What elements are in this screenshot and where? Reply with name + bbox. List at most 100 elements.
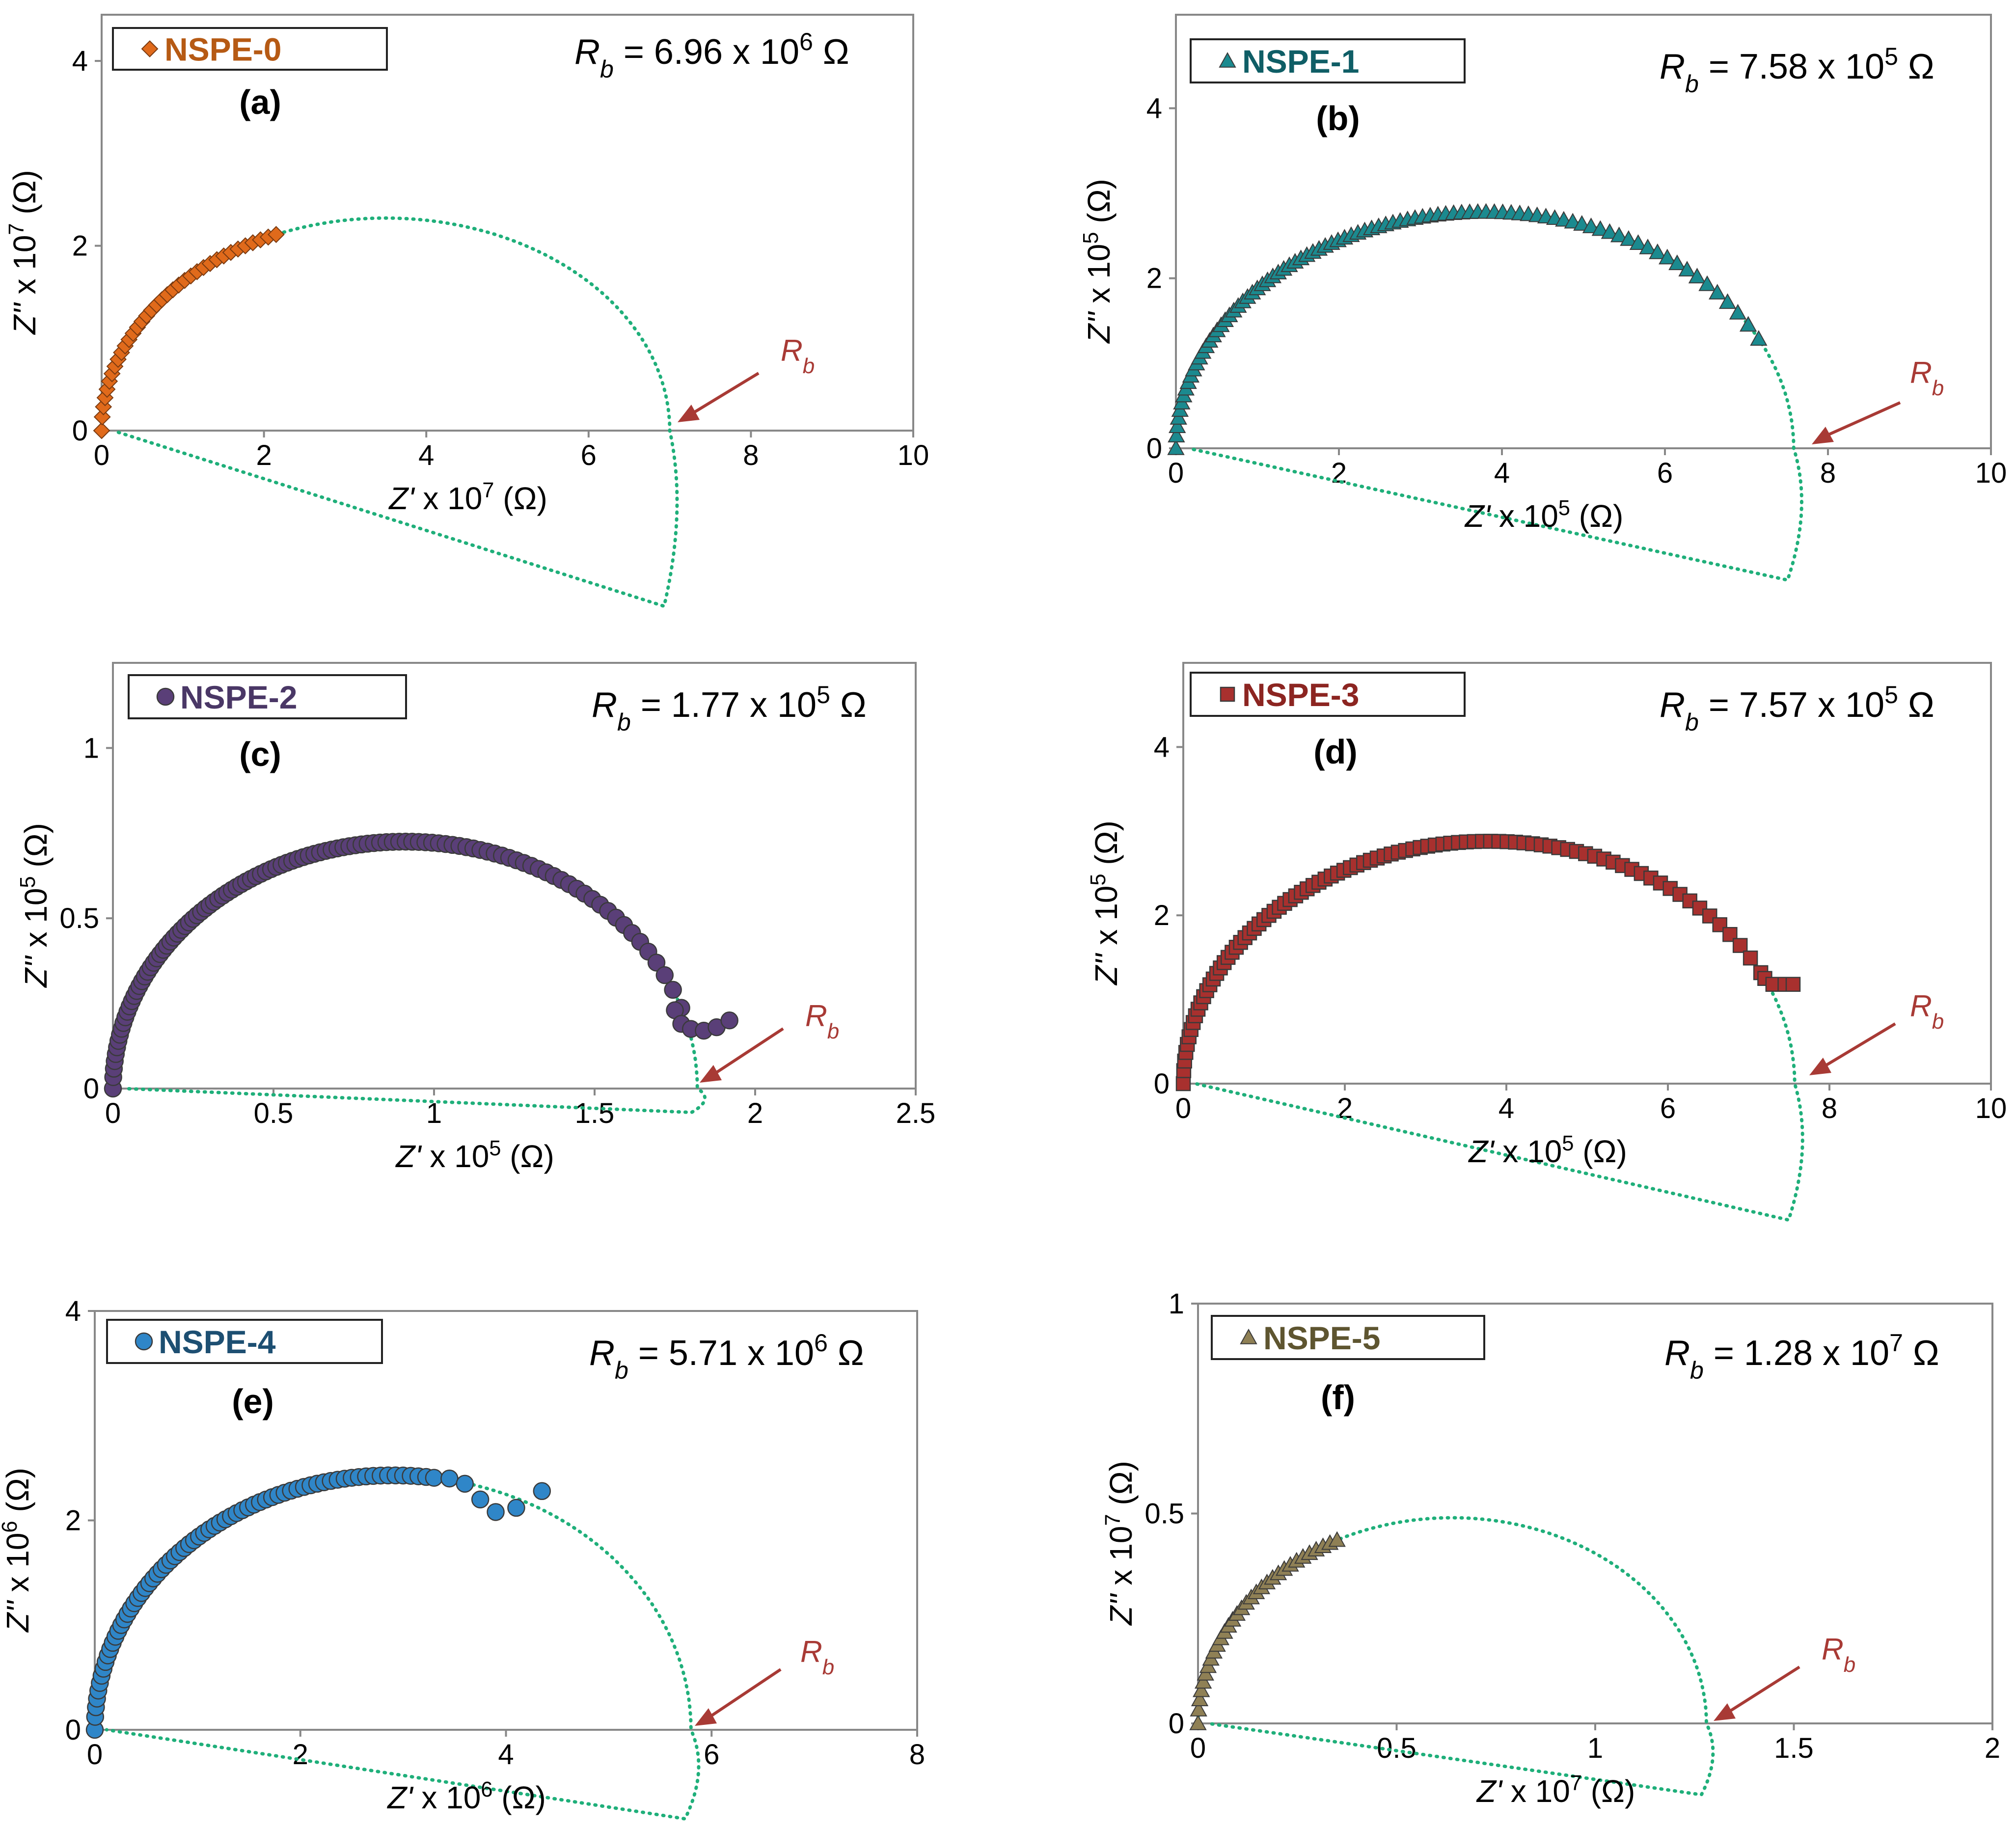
data-point (1591, 220, 1609, 236)
data-point (1170, 409, 1187, 425)
legend-label-e: NSPE-4 (159, 1324, 276, 1360)
y-tick-label: 4 (1154, 731, 1170, 763)
y-tick-label: 4 (72, 45, 88, 77)
x-axis-label-e: Z' x 106 (Ω) (386, 1778, 546, 1815)
x-tick-label: 2 (747, 1097, 763, 1129)
x-tick-label: 8 (1822, 1092, 1837, 1124)
rb-arrow-head (700, 1065, 722, 1083)
x-tick-label: 1.5 (1774, 1732, 1814, 1764)
x-tick-label: 1 (1587, 1732, 1603, 1764)
rb-arrow-a (691, 372, 760, 415)
y-axis-label-c: Z'' x 105 (Ω) (16, 823, 54, 988)
rb-arrow-head (1809, 1058, 1831, 1075)
data-point (1190, 1700, 1207, 1717)
data-point (1688, 268, 1706, 284)
x-tick-label: 8 (743, 439, 759, 471)
x-tick-label: 6 (704, 1739, 719, 1771)
data-series-e (85, 1466, 551, 1739)
legend-marker (1219, 52, 1236, 68)
y-tick-label: 0 (65, 1714, 81, 1746)
x-tick-label: 0 (1168, 457, 1184, 489)
data-point (1168, 427, 1185, 443)
rb-value-b: Rb = 7.58 x 105 Ω (1660, 43, 1934, 98)
x-tick-label: 6 (1660, 1092, 1676, 1124)
rb-annotation-d: Rb (1910, 989, 1944, 1034)
x-tick-label: 4 (1494, 457, 1510, 489)
rb-arrow-c (713, 1027, 784, 1075)
data-point (1610, 226, 1628, 243)
data-point (1709, 284, 1726, 300)
data-point (1175, 1076, 1191, 1091)
legend-label-b: NSPE-1 (1242, 43, 1359, 80)
data-point (1620, 230, 1637, 246)
data-series-a (93, 226, 285, 439)
x-tick-label: 0 (1175, 1092, 1191, 1124)
rb-annotation-f: Rb (1822, 1633, 1855, 1677)
data-point (93, 422, 110, 439)
y-tick-label: 2 (1154, 900, 1170, 931)
rb-arrow-head (678, 405, 700, 422)
legend-marker (156, 687, 175, 706)
x-tick-label: 2 (256, 439, 272, 471)
x-tick-label: 10 (898, 439, 929, 471)
panel-b: 0 2 4 6 8 10 0 2 4 Rb NSPE-1 (b) Rb = 7.58 x 105 Ω Z'… (1079, 14, 2007, 582)
data-point (1573, 215, 1591, 231)
data-point (655, 966, 674, 984)
fit-curve-c (111, 840, 707, 1115)
data-point (1191, 1691, 1209, 1706)
data-point (533, 1482, 551, 1501)
x-tick-label: 6 (581, 439, 597, 471)
y-tick-label: 0 (83, 1073, 99, 1105)
data-point (1739, 316, 1757, 332)
data-point (507, 1499, 525, 1517)
legend-marker (1220, 686, 1235, 702)
y-tick-label: 1 (1169, 1288, 1184, 1320)
x-axis-label-b: Z' x 105 (Ω) (1464, 496, 1624, 534)
rb-annotation-c: Rb (805, 999, 839, 1043)
data-point (1193, 1681, 1210, 1697)
rb-value-d: Rb = 7.57 x 105 Ω (1660, 681, 1934, 736)
rb-annotation-b: Rb (1910, 356, 1944, 400)
data-series-c (104, 832, 738, 1098)
data-point (647, 954, 666, 972)
panel-label-d: (d) (1313, 733, 1357, 771)
y-axis-label-e: Z'' x 106 (Ω) (0, 1468, 35, 1633)
y-axis-label-f: Z'' x 107 (Ω) (1101, 1461, 1139, 1626)
y-axis-label-a: Z'' x 107 (Ω) (5, 170, 42, 335)
legend-box-b (1190, 38, 1466, 83)
rb-arrow-d (1823, 1022, 1896, 1068)
y-tick-label: 4 (65, 1295, 81, 1327)
x-tick-label: 8 (1820, 457, 1836, 489)
data-point (720, 1011, 738, 1030)
x-tick-label: 10 (1975, 1092, 2007, 1124)
data-point (1639, 239, 1657, 254)
legend-box-f (1211, 1315, 1485, 1360)
rb-value-e: Rb = 5.71 x 106 Ω (589, 1329, 864, 1384)
legend-marker (1240, 1328, 1257, 1344)
data-point (267, 226, 285, 244)
data-point (1328, 1531, 1346, 1547)
y-tick-label: 0 (72, 415, 88, 447)
panel-label-e: (e) (232, 1382, 274, 1420)
data-point (1729, 303, 1747, 320)
data-point (1718, 293, 1737, 309)
data-point (425, 1469, 443, 1487)
x-tick-label: 4 (498, 1739, 514, 1771)
legend-label-f: NSPE-5 (1263, 1320, 1380, 1356)
rb-arrow-head (1812, 427, 1834, 444)
rb-annotation-a: Rb (781, 334, 815, 378)
data-point (1732, 938, 1748, 953)
x-tick-label: 4 (418, 439, 434, 471)
legend-label-a: NSPE-0 (164, 31, 281, 68)
panel-a: 0 2 4 6 8 10 0 2 4 Rb NSPE-0 (a) Rb = 6.96 x 106 Ω Z'… (5, 14, 929, 609)
data-series-b (1167, 203, 1768, 455)
y-axis-label-d: Z'' x 105 (Ω) (1087, 820, 1124, 986)
data-point (1582, 217, 1600, 233)
y-tick-label: 0 (1169, 1708, 1184, 1740)
rb-arrow-head (1714, 1703, 1736, 1721)
x-tick-label: 2.5 (896, 1097, 936, 1129)
